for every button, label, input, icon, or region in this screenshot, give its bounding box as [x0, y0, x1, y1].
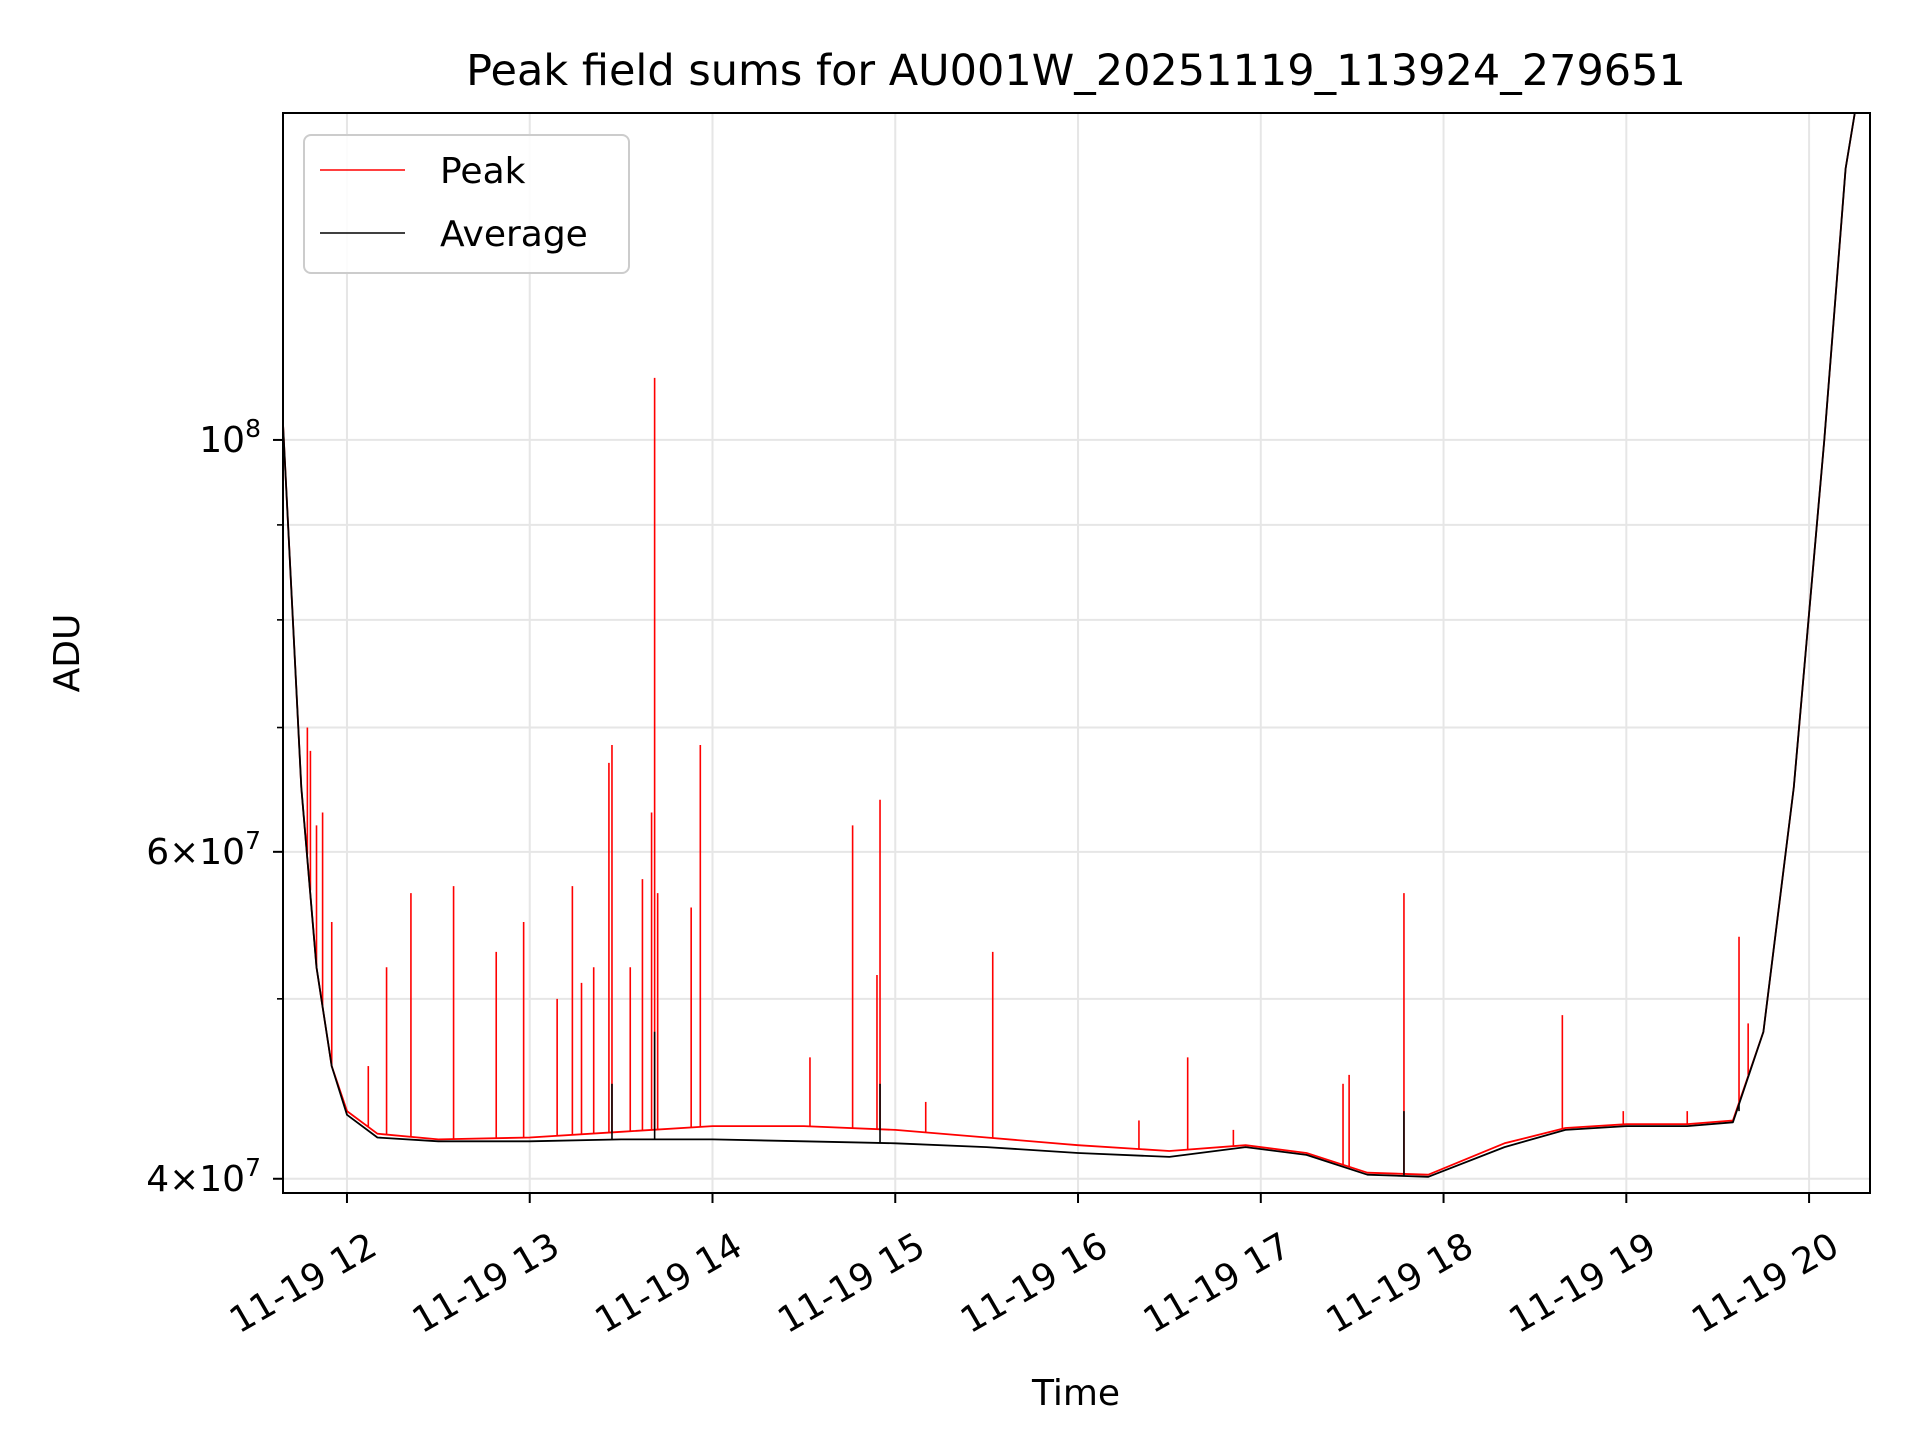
- y-tick-label: 6×107: [146, 826, 261, 873]
- chart-title: Peak field sums for AU001W_20251119_1139…: [466, 46, 1686, 96]
- legend-label-peak: Peak: [440, 151, 526, 192]
- y-tick-label: 4×107: [146, 1153, 261, 1200]
- legend: Peak Average: [303, 134, 630, 274]
- x-axis-label: Time: [1031, 1373, 1120, 1414]
- y-axis-label: ADU: [47, 614, 88, 693]
- y-tick-label: 108: [199, 414, 261, 461]
- legend-label-average: Average: [440, 214, 588, 255]
- grid: [283, 113, 1870, 1193]
- series-average-line: [283, 113, 1870, 1178]
- plot-frame: [282, 112, 1871, 1194]
- series-layer: [283, 113, 1870, 1178]
